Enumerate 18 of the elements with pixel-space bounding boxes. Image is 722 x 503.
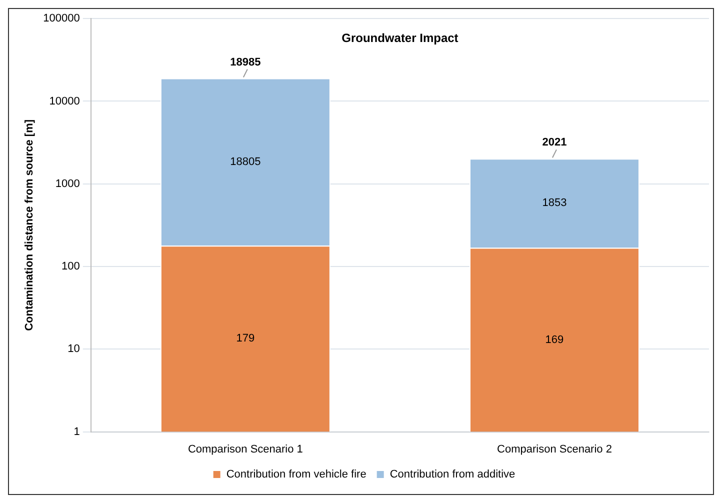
text: Groundwater Impact (342, 30, 458, 45)
total-label: 2021 (542, 136, 567, 149)
y-tick-label: 10 (68, 343, 80, 356)
y-tick-label: 1000 (55, 178, 80, 190)
x-tick-label: Comparison Scenario 1 (188, 443, 303, 456)
y-axis-title: Contamination distance from source [m] (24, 119, 36, 331)
x-tick-label: Comparison Scenario 2 (497, 443, 612, 456)
data-label: 1853 (542, 197, 567, 210)
total-label: 18985 (230, 56, 261, 68)
legend-label: Contribution from additive (390, 468, 516, 481)
y-tick-label: 10000 (49, 95, 80, 108)
y-tick-label: 100000 (43, 12, 80, 25)
y-tick-label: 1 (74, 426, 80, 438)
data-label: 18805 (230, 156, 261, 168)
legend-label: Contribution from vehicle fire (226, 468, 366, 481)
data-label: 169 (545, 334, 564, 346)
y-tick-label: 100 (62, 260, 80, 273)
data-label: 179 (236, 332, 255, 345)
